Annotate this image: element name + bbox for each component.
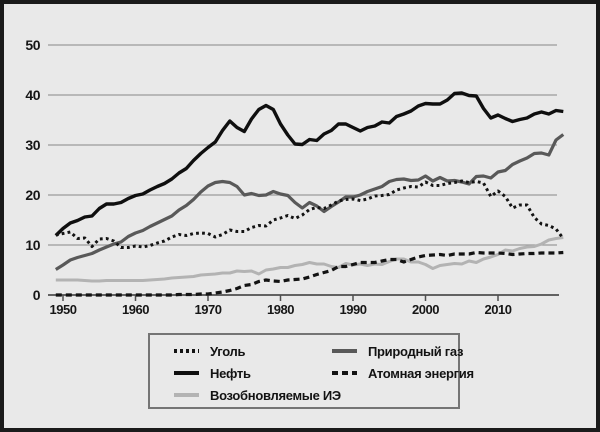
legend-label-coal: Уголь: [210, 343, 246, 359]
y-axis-tick-label: 30: [25, 137, 40, 153]
legend-item-natural-gas: Природный газ: [332, 340, 474, 362]
legend-item-coal: Уголь: [174, 340, 332, 362]
x-axis-tick-label: 2010: [484, 302, 512, 317]
legend-item-renewables: Возобновляемые ИЭ: [174, 384, 341, 406]
y-axis-tick-label: 50: [25, 37, 40, 53]
legend: Уголь Природный газ Нефть Атомная энерги…: [148, 333, 474, 409]
nuclear-line-swatch: [332, 371, 357, 375]
legend-item-nuclear: Атомная энергия: [332, 362, 474, 384]
y-axis-tick-label: 0: [32, 287, 41, 303]
x-axis-tick-label: 1950: [49, 302, 77, 317]
x-axis-tick-label: 1980: [267, 302, 294, 317]
x-axis-tick-label: 1960: [122, 302, 149, 317]
legend-label-oil: Нефть: [210, 365, 251, 381]
oil-line-swatch: [174, 371, 199, 375]
y-axis-tick-label: 10: [25, 237, 40, 253]
natural-gas-line-swatch: [332, 349, 357, 353]
x-axis-tick-label: 2000: [412, 302, 439, 317]
legend-item-oil: Нефть: [174, 362, 332, 384]
legend-label-nuclear: Атомная энергия: [368, 365, 474, 381]
coal-line-swatch: [174, 349, 199, 353]
x-axis-tick-label: 1990: [339, 302, 367, 317]
legend-label-renewables: Возобновляемые ИЭ: [210, 387, 341, 403]
y-axis-tick-label: 20: [25, 187, 40, 203]
renewables-line-swatch: [174, 393, 199, 397]
x-axis-tick-label: 1970: [194, 302, 222, 317]
y-axis-tick-label: 40: [25, 87, 40, 103]
legend-label-natural-gas: Природный газ: [368, 343, 464, 359]
